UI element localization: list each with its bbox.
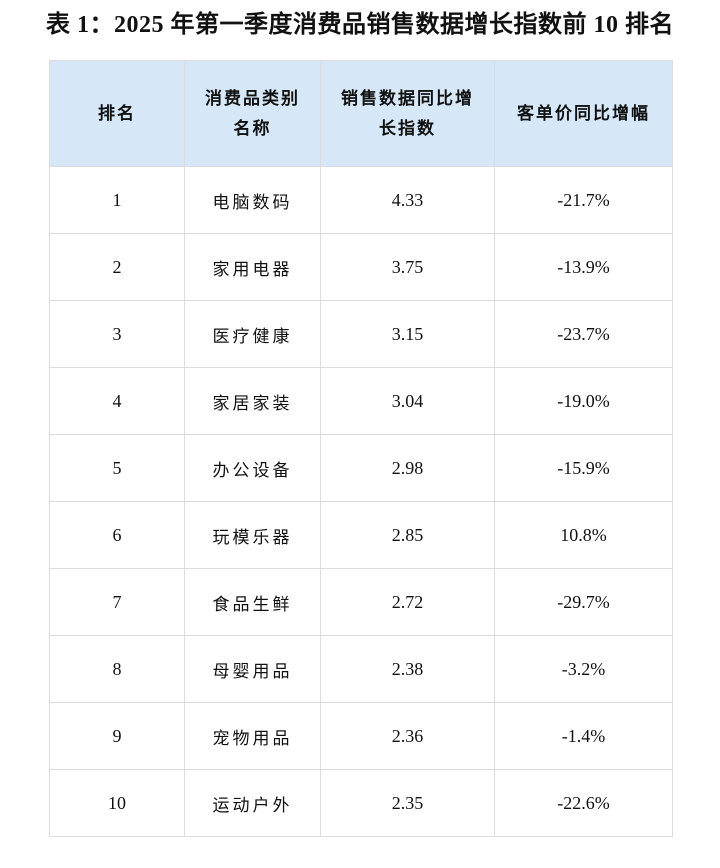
table-row: 7 食品生鲜 2.72 -29.7% <box>49 568 673 636</box>
table-title: 表 1：2025 年第一季度消费品销售数据增长指数前 10 排名 <box>46 12 674 38</box>
category-cell: 宠物用品 <box>184 702 321 770</box>
category-cell: 食品生鲜 <box>184 568 321 636</box>
category-cell: 玩模乐器 <box>184 501 321 569</box>
header-change: 客单价同比增幅 <box>494 60 673 167</box>
rank-cell: 1 <box>49 166 185 234</box>
table-row: 3 医疗健康 3.15 -23.7% <box>49 300 673 368</box>
table-row: 2 家用电器 3.75 -13.9% <box>49 233 673 301</box>
table-row: 4 家居家装 3.04 -19.0% <box>49 367 673 435</box>
header-index: 销售数据同比增 长指数 <box>320 60 495 167</box>
change-cell: -13.9% <box>494 233 673 301</box>
category-cell: 家居家装 <box>184 367 321 435</box>
index-cell: 2.36 <box>320 702 495 770</box>
index-cell: 2.38 <box>320 635 495 703</box>
change-cell: -21.7% <box>494 166 673 234</box>
index-cell: 2.85 <box>320 501 495 569</box>
index-cell: 2.72 <box>320 568 495 636</box>
table-row: 5 办公设备 2.98 -15.9% <box>49 434 673 502</box>
change-cell: -22.6% <box>494 769 673 837</box>
change-cell: 10.8% <box>494 501 673 569</box>
index-cell: 3.15 <box>320 300 495 368</box>
category-cell: 电脑数码 <box>184 166 321 234</box>
rank-cell: 8 <box>49 635 185 703</box>
ranking-table: 排名 消费品类别 名称 销售数据同比增 长指数 客单价同比增幅 1 电脑数码 4.3… <box>49 60 673 837</box>
change-cell: -19.0% <box>494 367 673 435</box>
index-cell: 4.33 <box>320 166 495 234</box>
index-cell: 2.98 <box>320 434 495 502</box>
rank-cell: 7 <box>49 568 185 636</box>
rank-cell: 3 <box>49 300 185 368</box>
change-cell: -29.7% <box>494 568 673 636</box>
category-cell: 母婴用品 <box>184 635 321 703</box>
change-cell: -15.9% <box>494 434 673 502</box>
rank-cell: 2 <box>49 233 185 301</box>
header-rank: 排名 <box>49 60 185 167</box>
change-cell: -1.4% <box>494 702 673 770</box>
table-header-row: 排名 消费品类别 名称 销售数据同比增 长指数 客单价同比增幅 <box>49 60 673 167</box>
category-cell: 家用电器 <box>184 233 321 301</box>
table-row: 6 玩模乐器 2.85 10.8% <box>49 501 673 569</box>
rank-cell: 6 <box>49 501 185 569</box>
change-cell: -23.7% <box>494 300 673 368</box>
index-cell: 3.04 <box>320 367 495 435</box>
rank-cell: 10 <box>49 769 185 837</box>
table-row: 8 母婴用品 2.38 -3.2% <box>49 635 673 703</box>
index-cell: 2.35 <box>320 769 495 837</box>
table-row: 1 电脑数码 4.33 -21.7% <box>49 166 673 234</box>
category-cell: 医疗健康 <box>184 300 321 368</box>
change-cell: -3.2% <box>494 635 673 703</box>
category-cell: 办公设备 <box>184 434 321 502</box>
table-row: 10 运动户外 2.35 -22.6% <box>49 769 673 837</box>
index-cell: 3.75 <box>320 233 495 301</box>
rank-cell: 5 <box>49 434 185 502</box>
table-row: 9 宠物用品 2.36 -1.4% <box>49 702 673 770</box>
rank-cell: 4 <box>49 367 185 435</box>
rank-cell: 9 <box>49 702 185 770</box>
header-category: 消费品类别 名称 <box>184 60 321 167</box>
category-cell: 运动户外 <box>184 769 321 837</box>
